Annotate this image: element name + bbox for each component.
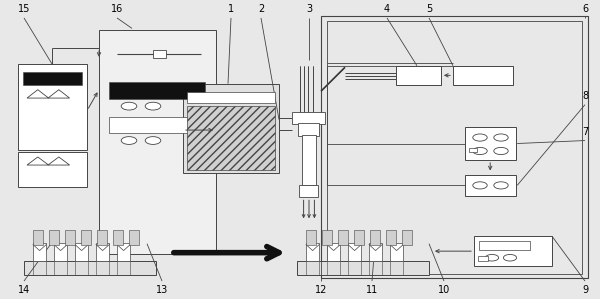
Bar	[54, 243, 67, 261]
Bar	[478, 256, 488, 261]
Text: 3: 3	[306, 4, 312, 14]
Bar	[465, 175, 516, 196]
Text: 7: 7	[582, 126, 588, 137]
Bar	[354, 230, 364, 245]
Bar	[81, 230, 91, 245]
Bar	[109, 117, 205, 133]
Bar	[298, 123, 319, 136]
Bar	[23, 72, 82, 85]
Bar	[24, 261, 156, 275]
Bar	[113, 230, 122, 245]
Text: 11: 11	[366, 285, 378, 295]
Bar	[348, 243, 361, 261]
Bar	[369, 243, 382, 261]
Bar	[75, 243, 88, 261]
Circle shape	[473, 147, 487, 155]
Text: 14: 14	[18, 285, 30, 295]
Text: 10: 10	[438, 285, 450, 295]
Bar	[99, 30, 216, 254]
Bar	[327, 243, 340, 261]
Bar	[183, 84, 279, 173]
Circle shape	[503, 254, 517, 261]
Bar	[297, 261, 429, 275]
Bar	[109, 82, 205, 99]
Bar	[479, 241, 530, 250]
Bar	[306, 243, 319, 261]
Circle shape	[145, 102, 161, 110]
Bar	[386, 230, 395, 245]
Bar	[402, 230, 412, 245]
Circle shape	[494, 147, 508, 155]
Bar	[129, 230, 139, 245]
Bar	[18, 152, 87, 187]
Circle shape	[121, 102, 137, 110]
Bar	[96, 243, 109, 261]
Bar	[306, 230, 316, 245]
Bar	[338, 230, 347, 245]
Text: 1: 1	[228, 4, 234, 14]
Bar	[18, 64, 87, 150]
Bar	[453, 66, 513, 85]
Polygon shape	[27, 157, 49, 165]
Bar	[390, 243, 403, 261]
Circle shape	[473, 134, 487, 141]
Bar	[302, 135, 316, 185]
Text: 12: 12	[315, 285, 327, 295]
Bar	[370, 230, 380, 245]
Bar	[65, 230, 74, 245]
Polygon shape	[48, 157, 70, 165]
Bar	[299, 185, 318, 197]
Bar	[474, 236, 552, 266]
Bar	[187, 92, 275, 103]
Bar	[396, 66, 441, 85]
Bar	[117, 243, 130, 261]
Text: 2: 2	[258, 4, 264, 14]
Bar	[97, 230, 107, 245]
Bar	[322, 230, 332, 245]
Text: 8: 8	[582, 91, 588, 101]
Bar	[469, 148, 477, 152]
Bar	[321, 16, 588, 278]
Text: 13: 13	[156, 285, 168, 295]
Bar	[292, 112, 325, 124]
Bar	[327, 21, 582, 274]
Text: 9: 9	[582, 285, 588, 295]
Bar	[465, 127, 516, 160]
Circle shape	[121, 137, 137, 144]
Text: 16: 16	[111, 4, 123, 14]
Polygon shape	[48, 90, 70, 98]
Bar	[49, 230, 59, 245]
Circle shape	[494, 134, 508, 141]
Circle shape	[485, 254, 499, 261]
Text: 4: 4	[384, 4, 390, 14]
Text: 15: 15	[18, 4, 30, 14]
Bar	[33, 243, 46, 261]
Polygon shape	[27, 90, 49, 98]
Bar	[187, 106, 275, 170]
Text: 5: 5	[426, 4, 432, 14]
Circle shape	[145, 137, 161, 144]
Bar	[153, 50, 166, 58]
Circle shape	[473, 182, 487, 189]
Bar	[33, 230, 43, 245]
Circle shape	[494, 182, 508, 189]
Text: 6: 6	[582, 4, 588, 14]
